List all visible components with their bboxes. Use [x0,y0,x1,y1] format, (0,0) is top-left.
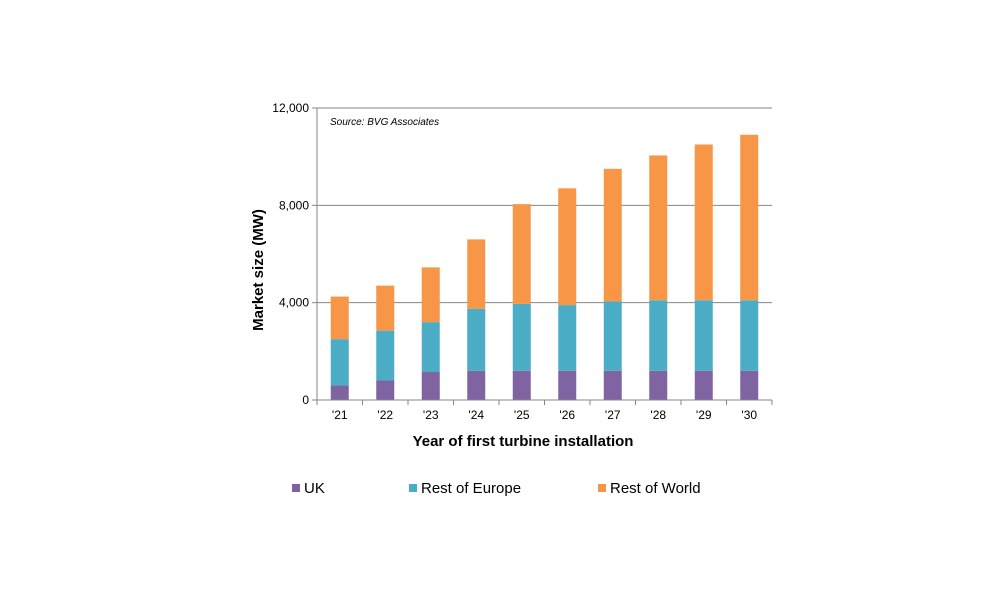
bar-rest-of-world [740,134,759,301]
y-tick-label: 4,000 [279,296,309,310]
bar-rest-of-europe [740,300,759,371]
bar-uk [376,380,395,400]
bar-rest-of-europe [512,303,531,371]
bar-rest-of-europe [558,305,577,371]
legend-swatch-uk [292,484,300,492]
bars [330,134,759,400]
bar-rest-of-world [558,188,577,306]
bar-rest-of-europe [649,300,668,371]
x-tick-label: '22 [377,408,393,422]
bar-uk [649,370,668,400]
legend-swatch-rest-of-europe [409,484,417,492]
bar-rest-of-world [603,168,622,302]
y-tick-label: 0 [302,393,309,407]
bar-rest-of-world [512,204,531,304]
y-axis-title: Market size (MW) [250,209,267,331]
bar-uk [558,370,577,400]
axes: 0 4,000 8,000 12,000 '21 '22 '23 '24 '25 '26 '27 '2… [272,101,773,422]
bar-rest-of-world [421,267,440,323]
bar-rest-of-europe [603,301,622,371]
bar-rest-of-world [330,296,349,340]
bar-uk [740,370,759,400]
bar-rest-of-world [694,144,713,301]
bar-uk [421,372,440,400]
legend-label-uk: UK [304,480,325,497]
bar-uk [512,370,531,400]
bar-rest-of-europe [467,308,486,371]
source-annotation: Source: BVG Associates [330,117,439,128]
y-tick-label: 12,000 [272,101,309,115]
x-tick-label: '30 [741,408,757,422]
legend-swatch-rest-of-world [598,484,606,492]
bar-rest-of-europe [376,330,395,381]
x-tick-label: '24 [468,408,484,422]
x-tick-label: '25 [514,408,530,422]
bar-uk [603,370,622,400]
legend-label-rest-of-europe: Rest of Europe [421,480,521,497]
legend: UK Rest of Europe Rest of World [292,480,701,497]
bar-rest-of-europe [330,339,349,386]
x-tick-label: '23 [423,408,439,422]
bar-uk [694,370,713,400]
x-axis-title: Year of first turbine installation [413,433,634,450]
x-tick-label: '29 [696,408,712,422]
bar-rest-of-europe [421,322,440,373]
x-tick-label: '21 [332,408,348,422]
bar-uk [330,385,349,400]
y-tick-label: 8,000 [279,198,309,212]
x-tick-label: '26 [559,408,575,422]
x-tick-label: '28 [650,408,666,422]
bar-uk [467,370,486,400]
bar-rest-of-world [467,239,486,309]
bar-rest-of-world [376,285,395,331]
bar-rest-of-world [649,155,668,301]
bar-rest-of-europe [694,300,713,371]
x-tick-label: '27 [605,408,621,422]
legend-label-rest-of-world: Rest of World [610,480,701,497]
